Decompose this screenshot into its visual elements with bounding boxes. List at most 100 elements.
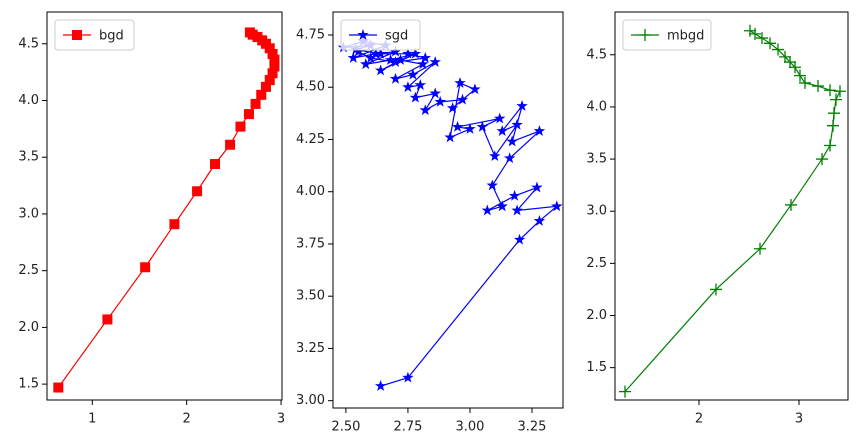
marker <box>506 135 518 147</box>
plot-area <box>619 24 846 398</box>
y-tick-label: 2.0 <box>18 320 39 335</box>
marker <box>533 214 546 226</box>
x-tick-label: 1 <box>88 412 96 427</box>
marker <box>503 152 516 164</box>
axes-frame <box>46 11 283 401</box>
y-tick-label: 4.50 <box>296 80 325 95</box>
marker <box>456 93 469 105</box>
marker <box>235 121 246 132</box>
y-tick-label: 3.50 <box>296 289 325 304</box>
marker <box>710 283 722 296</box>
y-tick-label: 3.75 <box>296 236 325 251</box>
marker <box>402 371 414 383</box>
marker <box>244 27 255 38</box>
marker <box>250 98 261 109</box>
marker <box>834 85 846 98</box>
legend-marker <box>72 30 82 40</box>
marker <box>394 54 407 65</box>
plot-area <box>53 27 280 393</box>
marker <box>417 58 429 70</box>
marker <box>419 51 431 63</box>
marker <box>772 43 784 56</box>
x-tick-label: 2 <box>695 412 703 427</box>
marker <box>409 47 422 59</box>
axes-frame <box>332 11 564 409</box>
legend-marker <box>357 29 369 40</box>
marker <box>531 181 543 193</box>
y-tick-label: 4.25 <box>296 132 325 147</box>
y-tick-label: 1.5 <box>586 360 607 375</box>
y-tick-label: 4.75 <box>296 27 325 42</box>
marker <box>749 27 761 40</box>
marker <box>779 50 791 63</box>
marker <box>365 51 377 63</box>
marker <box>489 150 501 162</box>
marker <box>347 51 360 63</box>
marker <box>389 45 402 57</box>
plot-area <box>337 35 563 391</box>
legend-box <box>54 19 135 51</box>
marker <box>269 61 280 72</box>
marker <box>243 109 254 120</box>
marker <box>451 120 464 132</box>
y-tick-label: 4.5 <box>586 47 607 62</box>
y-tick-label: 3.0 <box>586 204 607 219</box>
marker <box>374 380 387 391</box>
axes-frame <box>614 11 849 401</box>
marker <box>824 84 836 97</box>
marker <box>169 219 180 230</box>
marker <box>140 262 151 273</box>
legend-box <box>622 19 712 51</box>
marker <box>454 77 466 88</box>
marker <box>374 47 387 59</box>
marker <box>533 125 546 136</box>
y-tick-label: 4.0 <box>18 93 39 108</box>
legend-label: bgd <box>99 29 124 44</box>
marker <box>429 56 441 68</box>
legend-label: mbgd <box>667 29 704 44</box>
marker <box>794 69 806 82</box>
marker <box>434 95 446 107</box>
marker <box>812 80 824 93</box>
marker <box>513 233 526 245</box>
x-tick-label: 3 <box>277 412 285 427</box>
marker <box>464 123 476 134</box>
marker <box>744 24 756 37</box>
marker <box>446 102 459 113</box>
marker <box>444 131 456 143</box>
marker <box>784 56 796 69</box>
y-tick-label: 3.25 <box>296 341 325 356</box>
marker <box>764 37 776 50</box>
marker <box>511 204 523 216</box>
marker <box>360 58 372 70</box>
series-line <box>57 31 276 388</box>
marker <box>256 89 267 100</box>
marker <box>267 48 278 59</box>
marker <box>409 91 422 103</box>
marker <box>192 186 203 197</box>
marker <box>267 68 278 79</box>
marker <box>756 32 768 45</box>
marker <box>828 107 840 120</box>
y-tick-label: 3.5 <box>18 150 39 165</box>
x-tick-label: 3.00 <box>455 420 484 435</box>
marker <box>754 242 766 255</box>
marker <box>508 189 521 201</box>
marker <box>352 45 365 57</box>
legend-box <box>340 19 421 51</box>
marker <box>389 56 402 68</box>
marker <box>374 64 387 76</box>
x-tick-label: 3.25 <box>518 420 547 435</box>
marker <box>414 79 427 90</box>
marker <box>785 198 797 211</box>
marker <box>824 139 836 152</box>
marker <box>494 112 506 124</box>
marker <box>389 72 402 84</box>
marker <box>827 119 839 132</box>
legend-label: sgd <box>385 29 408 44</box>
y-tick-label: 3.00 <box>296 393 325 408</box>
marker <box>264 75 275 86</box>
marker <box>481 204 494 216</box>
marker <box>269 54 280 65</box>
